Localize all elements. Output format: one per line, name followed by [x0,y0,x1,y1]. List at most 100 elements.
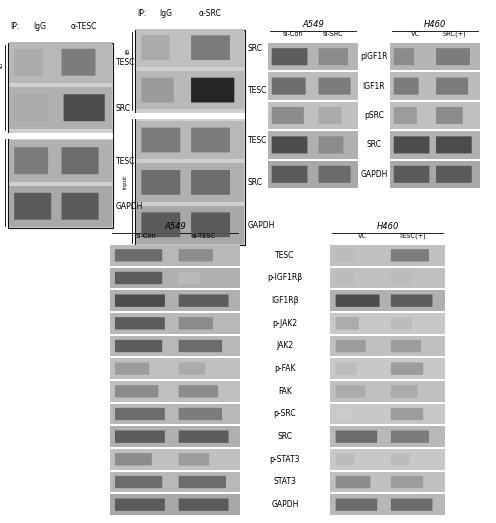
Text: GAPDH: GAPDH [248,221,275,230]
Text: IGF1Rβ: IGF1Rβ [271,296,299,305]
Bar [136,163,244,201]
Text: si-Con: si-Con [136,233,157,239]
FancyBboxPatch shape [141,212,181,237]
FancyBboxPatch shape [179,272,200,284]
Text: pIGF1R: pIGF1R [360,52,388,61]
Bar [110,245,240,266]
Text: GAPDH: GAPDH [360,170,388,179]
Bar [330,245,445,266]
Bar [110,426,240,447]
FancyBboxPatch shape [14,193,51,220]
FancyBboxPatch shape [391,498,433,511]
Bar [268,43,358,71]
Text: p-FAK: p-FAK [274,364,296,373]
FancyBboxPatch shape [115,430,165,443]
FancyBboxPatch shape [336,249,354,262]
FancyBboxPatch shape [115,294,165,307]
FancyBboxPatch shape [115,476,162,488]
Bar [110,404,240,424]
FancyBboxPatch shape [391,272,412,284]
FancyBboxPatch shape [191,212,230,237]
FancyBboxPatch shape [115,408,165,420]
FancyBboxPatch shape [179,453,209,465]
Text: α-TESC: α-TESC [70,22,97,31]
Text: IB: IB [125,48,130,53]
Bar [110,313,240,334]
Bar [136,206,244,244]
FancyBboxPatch shape [115,385,158,397]
FancyBboxPatch shape [391,317,412,329]
FancyBboxPatch shape [272,166,308,183]
Bar [390,72,480,100]
FancyBboxPatch shape [336,430,377,443]
FancyBboxPatch shape [191,170,230,195]
Bar [330,449,445,470]
FancyBboxPatch shape [115,498,165,511]
FancyBboxPatch shape [179,249,213,262]
Text: GAPDH: GAPDH [116,202,143,211]
Bar [330,381,445,402]
FancyBboxPatch shape [394,166,430,183]
Bar [330,404,445,424]
Bar [135,30,245,245]
Bar [110,290,240,311]
FancyBboxPatch shape [391,385,418,397]
Text: IP:: IP: [10,22,19,31]
Text: p-STAT3: p-STAT3 [270,455,300,464]
FancyBboxPatch shape [63,94,105,121]
FancyBboxPatch shape [115,362,149,375]
FancyBboxPatch shape [115,340,162,352]
FancyBboxPatch shape [14,49,43,76]
Bar [390,43,480,71]
FancyBboxPatch shape [179,294,229,307]
Text: TESC(+): TESC(+) [399,233,427,239]
Text: SRC: SRC [248,44,263,53]
Bar [330,426,445,447]
FancyBboxPatch shape [391,408,423,420]
Bar [268,72,358,100]
Bar [390,102,480,129]
Text: TESC: TESC [275,251,295,260]
FancyBboxPatch shape [391,476,423,488]
FancyBboxPatch shape [191,36,230,60]
FancyBboxPatch shape [318,166,351,183]
FancyBboxPatch shape [436,137,472,153]
FancyBboxPatch shape [336,385,366,397]
FancyBboxPatch shape [436,48,470,65]
FancyBboxPatch shape [436,107,463,124]
FancyBboxPatch shape [394,107,417,124]
Bar [9,140,112,181]
Text: SRC(+): SRC(+) [443,30,467,37]
FancyBboxPatch shape [394,137,430,153]
FancyBboxPatch shape [179,362,205,375]
FancyBboxPatch shape [179,498,229,511]
FancyBboxPatch shape [141,128,181,152]
FancyBboxPatch shape [336,476,371,488]
FancyBboxPatch shape [318,77,351,95]
Bar [9,41,112,83]
FancyBboxPatch shape [436,166,472,183]
Text: H460: H460 [376,222,399,231]
Bar [110,381,240,402]
Bar [330,313,445,334]
Text: TESC: TESC [116,157,135,166]
FancyBboxPatch shape [179,476,226,488]
Text: si-SRC: si-SRC [322,31,343,37]
FancyBboxPatch shape [272,77,306,95]
Text: si-Con: si-Con [283,31,304,37]
FancyBboxPatch shape [272,137,308,153]
FancyBboxPatch shape [336,362,357,375]
FancyBboxPatch shape [115,317,165,329]
Text: p-IGF1Rβ: p-IGF1Rβ [267,274,303,282]
Text: TESC: TESC [248,136,267,145]
FancyBboxPatch shape [336,453,354,465]
Bar [330,336,445,356]
FancyBboxPatch shape [436,77,468,95]
Bar [110,472,240,492]
Bar [330,358,445,379]
Text: IB: IB [0,62,3,68]
Text: VC: VC [411,31,420,37]
Bar [9,186,112,227]
Bar [268,102,358,129]
Bar [8,43,113,228]
